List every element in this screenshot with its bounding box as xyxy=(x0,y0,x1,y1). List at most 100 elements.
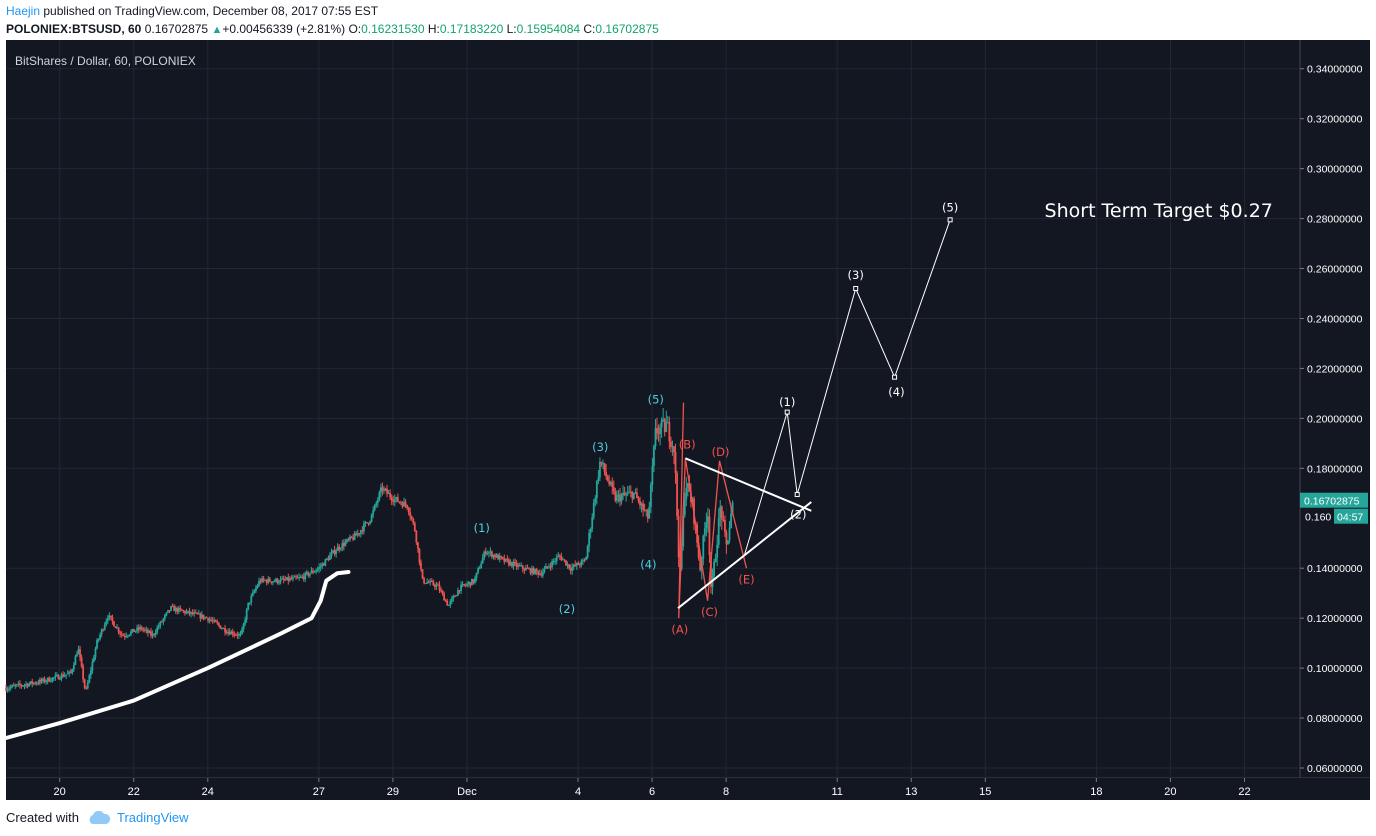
candle-body xyxy=(716,544,719,558)
candle-body xyxy=(15,684,18,686)
candle-body xyxy=(552,561,555,563)
close-label: C: xyxy=(583,22,596,36)
candle-body xyxy=(261,578,263,583)
candle-body xyxy=(131,629,134,632)
x-tick-label: 20 xyxy=(1164,786,1176,798)
countdown-badge xyxy=(1334,508,1368,524)
candle-body xyxy=(139,626,142,630)
candle-body xyxy=(447,605,450,607)
candle-body xyxy=(341,543,344,549)
candle-body xyxy=(540,573,543,576)
candle-body xyxy=(384,488,387,490)
candle-body xyxy=(486,553,489,555)
candle-body xyxy=(188,610,191,614)
symbol-label: POLONIEX:BTSUSD, 60 xyxy=(6,22,142,36)
candle-body xyxy=(355,533,358,536)
candle-body xyxy=(611,482,614,488)
candle-body xyxy=(258,580,260,586)
candle-body xyxy=(500,555,503,558)
candle-body xyxy=(512,562,515,567)
candle-body xyxy=(197,613,200,615)
time-axis[interactable] xyxy=(6,778,1300,800)
candle-body xyxy=(153,633,155,635)
candle-body xyxy=(199,613,202,619)
candle-body xyxy=(634,492,637,494)
y-tick-label: 0.12000000 xyxy=(1307,613,1363,625)
candle-body xyxy=(602,463,604,465)
candle-body xyxy=(157,626,160,628)
candle-body xyxy=(350,536,353,538)
candle-body xyxy=(106,617,109,621)
candle-body xyxy=(213,620,216,622)
candle-body xyxy=(480,563,483,569)
candle-body xyxy=(671,446,674,448)
candle-body xyxy=(483,551,486,558)
candle-body xyxy=(347,539,350,541)
change-value: +0.00456339 (+2.81%) xyxy=(222,22,346,36)
candle-body xyxy=(352,537,355,540)
candle-body xyxy=(503,557,506,562)
candle-body xyxy=(66,673,69,675)
triangle-lower-line xyxy=(677,501,812,609)
candle-body xyxy=(591,517,594,530)
candle-body xyxy=(566,564,569,566)
candle-body xyxy=(645,509,648,511)
candle-body xyxy=(412,518,415,524)
candle-body xyxy=(59,678,61,680)
candle-body xyxy=(8,688,10,690)
candle-body xyxy=(201,614,203,619)
candle-body xyxy=(279,579,282,583)
candle-body xyxy=(383,488,385,491)
candle-body xyxy=(575,562,578,566)
candle-body xyxy=(511,561,513,567)
candle-body xyxy=(646,509,649,519)
candle-body xyxy=(148,631,151,634)
candle-body xyxy=(529,568,532,574)
candle-body xyxy=(407,507,410,513)
candle-body xyxy=(49,681,52,683)
candle-body xyxy=(151,633,154,636)
plot-area[interactable] xyxy=(6,40,1300,778)
y-tick-label: 0.32000000 xyxy=(1307,114,1363,126)
candle-body xyxy=(537,571,540,575)
price-chart[interactable]: (1) (2) (3) (4) (5) (A) (B) (C) (D) (E) (1) (2) (3) (… xyxy=(0,40,1376,803)
y-tick-label: 0.28000000 xyxy=(1307,214,1363,226)
tradingview-link[interactable]: TradingView xyxy=(87,810,189,825)
candle-body xyxy=(532,567,535,574)
candle-body xyxy=(651,466,654,485)
candle-body xyxy=(617,494,620,496)
candle-body xyxy=(207,617,209,621)
candle-body xyxy=(656,428,658,433)
publisher-link[interactable]: Haejin xyxy=(6,4,41,18)
candle-body xyxy=(222,628,225,630)
close-value: 0.16702875 xyxy=(595,22,659,36)
candle-body xyxy=(234,634,237,636)
price-axis[interactable] xyxy=(1300,40,1370,778)
candle-body xyxy=(46,677,49,682)
candle-body xyxy=(470,579,473,586)
candle-body xyxy=(558,555,561,557)
candle-body xyxy=(86,682,89,689)
candle-body xyxy=(26,683,29,687)
candle-body xyxy=(267,578,270,583)
candle-body xyxy=(96,640,98,649)
candle-body xyxy=(504,558,507,562)
x-tick-label: 20 xyxy=(54,786,66,798)
candle-body xyxy=(18,683,21,686)
candle-body xyxy=(142,629,145,631)
candle-body xyxy=(498,555,501,560)
candle-body xyxy=(574,564,577,566)
candle-body xyxy=(293,576,296,578)
candle-body xyxy=(546,566,549,568)
wave-label-red: (C) xyxy=(701,605,718,619)
candle-body xyxy=(674,452,677,473)
candle-body xyxy=(699,557,702,571)
candle-body xyxy=(528,568,530,570)
candle-body xyxy=(265,580,268,583)
candle-body xyxy=(117,627,120,633)
candle-body xyxy=(111,617,114,622)
candle-body xyxy=(56,674,58,676)
candle-body xyxy=(369,521,371,524)
candle-body xyxy=(427,582,430,584)
candle-body xyxy=(457,590,459,596)
